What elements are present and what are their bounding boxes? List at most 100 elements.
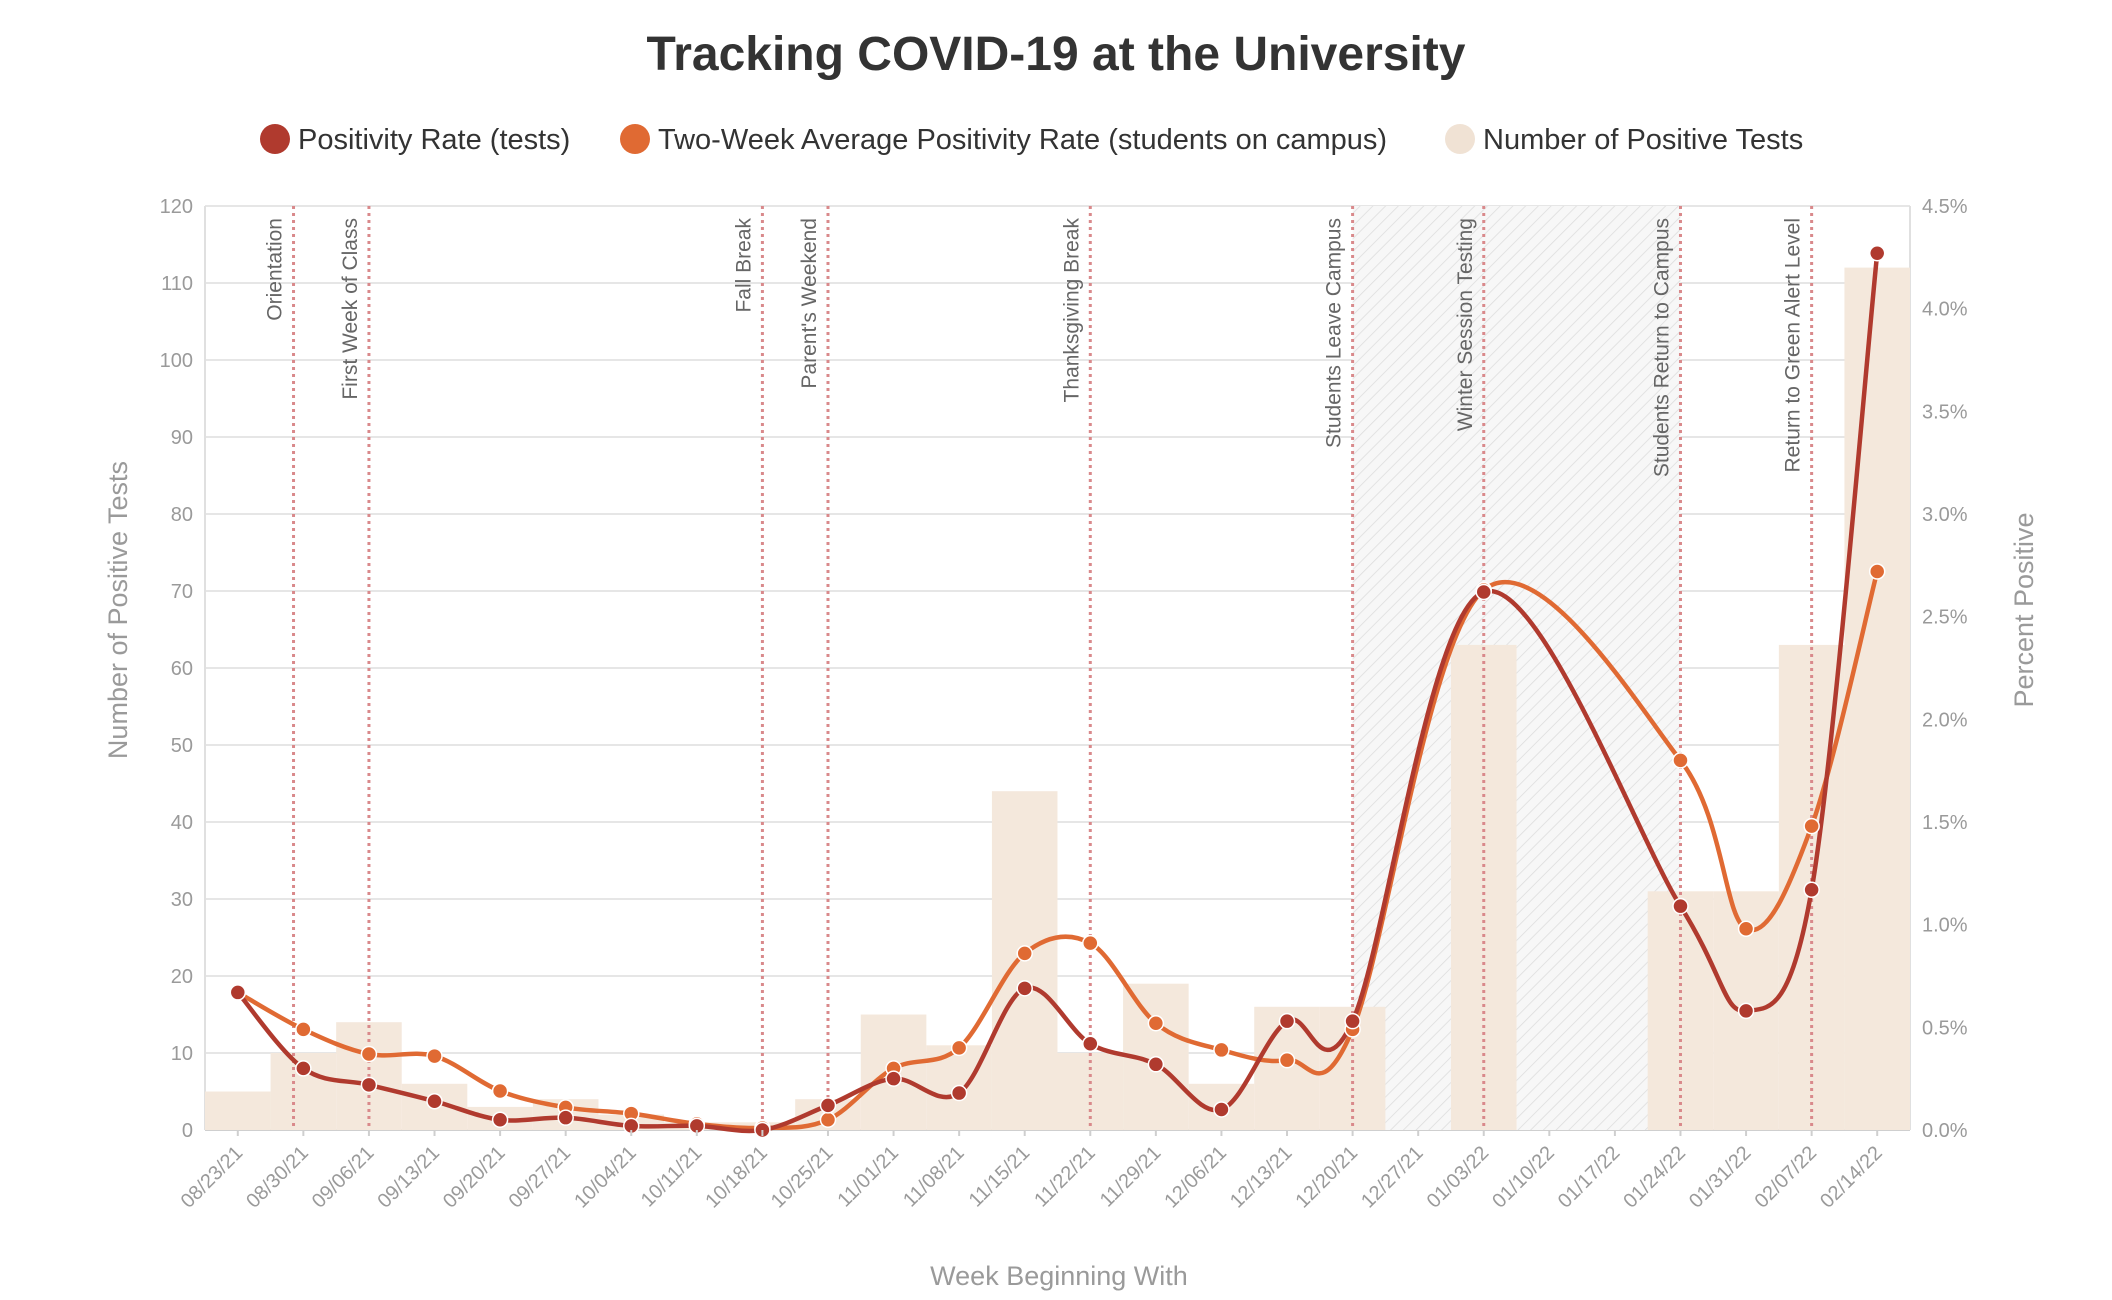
positivity-rate-point bbox=[557, 1109, 574, 1126]
two-week-average-point bbox=[1868, 563, 1886, 580]
positivity-rate-point bbox=[229, 984, 247, 1001]
x-tick-label: 02/14/22 bbox=[1816, 1142, 1887, 1213]
x-tick-label: 10/04/21 bbox=[570, 1142, 641, 1213]
x-tick-label: 12/13/21 bbox=[1226, 1142, 1297, 1213]
x-tick-label: 02/07/22 bbox=[1751, 1142, 1822, 1213]
legend-marker-positivity-rate bbox=[260, 124, 290, 154]
bar bbox=[1844, 267, 1910, 1131]
positivity-rate-point bbox=[1672, 897, 1689, 915]
x-tick-label: 01/24/22 bbox=[1619, 1142, 1690, 1213]
x-tick-label: 11/29/21 bbox=[1096, 1142, 1166, 1212]
x-tick-label: 09/06/21 bbox=[308, 1142, 379, 1213]
y-left-tick-label: 70 bbox=[171, 581, 193, 603]
bar bbox=[205, 1091, 271, 1130]
positivity-rate-point bbox=[1278, 1012, 1296, 1030]
x-tick-label: 09/20/21 bbox=[439, 1142, 510, 1213]
y-axis-left-title: Number of Positive Tests bbox=[103, 461, 133, 759]
x-tick-label: 10/25/21 bbox=[767, 1142, 838, 1213]
x-tick-label: 11/08/21 bbox=[899, 1142, 969, 1212]
x-axis-title: Week Beginning With bbox=[930, 1261, 1188, 1291]
positivity-rate-point bbox=[1213, 1101, 1230, 1118]
legend-marker-positive-tests bbox=[1445, 124, 1475, 154]
two-week-average-point bbox=[1737, 920, 1755, 938]
shaded-period bbox=[1352, 206, 1681, 1130]
y-right-tick-label: 4.5% bbox=[1922, 196, 1968, 218]
positivity-rate-point bbox=[1344, 1012, 1361, 1030]
y-left-tick-label: 60 bbox=[171, 658, 193, 680]
two-week-average-point bbox=[1278, 1051, 1296, 1069]
positivity-rate-point bbox=[491, 1111, 509, 1128]
y-left-tick-label: 110 bbox=[161, 273, 193, 295]
y-left-tick-label: 80 bbox=[171, 504, 193, 526]
legend-label-two-week-average: Two-Week Average Positivity Rate (studen… bbox=[658, 124, 1387, 156]
event-label: First Week of Class bbox=[339, 218, 362, 400]
x-tick-label: 11/15/21 bbox=[965, 1142, 1035, 1212]
two-week-average-point bbox=[1803, 817, 1820, 835]
x-tick-label: 01/31/22 bbox=[1685, 1142, 1756, 1213]
x-tick-label: 08/23/21 bbox=[177, 1142, 248, 1213]
two-week-average-point bbox=[491, 1082, 509, 1100]
positivity-rate-point bbox=[1803, 881, 1820, 899]
y-right-tick-label: 1.0% bbox=[1922, 915, 1968, 937]
positivity-rate-point bbox=[1868, 244, 1886, 262]
two-week-average-point bbox=[819, 1111, 837, 1128]
x-tick-label: 11/22/21 bbox=[1030, 1142, 1100, 1212]
x-axis-ticks: 08/23/2108/30/2109/06/2109/13/2109/20/21… bbox=[177, 1130, 1887, 1213]
event-label: Return to Green Alert Level bbox=[1782, 218, 1805, 472]
legend-label-positivity-rate: Positivity Rate (tests) bbox=[298, 124, 570, 156]
two-week-average-point bbox=[1672, 752, 1689, 769]
y-right-tick-label: 3.5% bbox=[1922, 401, 1968, 423]
positivity-rate-point bbox=[819, 1097, 837, 1114]
positivity-rate-point bbox=[1016, 980, 1033, 997]
x-tick-label: 09/27/21 bbox=[505, 1142, 576, 1213]
y-left-tick-label: 0 bbox=[182, 1120, 193, 1142]
positivity-rate-point bbox=[1082, 1035, 1099, 1053]
y-left-tick-label: 100 bbox=[160, 350, 193, 372]
y-right-tick-label: 0.0% bbox=[1922, 1120, 1968, 1142]
line-points bbox=[229, 244, 1886, 1139]
event-label: Students Leave Campus bbox=[1323, 218, 1346, 448]
positivity-rate-point bbox=[1737, 1002, 1755, 1020]
x-tick-label: 09/13/21 bbox=[373, 1142, 444, 1213]
event-label: Students Return to Campus bbox=[1650, 218, 1673, 477]
event-label: Thanksgiving Break bbox=[1060, 218, 1083, 403]
x-tick-label: 08/30/21 bbox=[242, 1142, 313, 1213]
two-week-average-point bbox=[1213, 1041, 1230, 1059]
two-week-average-point bbox=[950, 1039, 968, 1057]
positivity-rate-point bbox=[885, 1070, 902, 1087]
shaded-period-hatch bbox=[1352, 206, 1681, 1130]
positivity-rate-line bbox=[236, 252, 1880, 1134]
event-label: Fall Break bbox=[732, 218, 755, 313]
x-tick-label: 12/06/21 bbox=[1160, 1142, 1231, 1213]
legend-marker-two-week-average bbox=[620, 124, 650, 154]
x-tick-label: 10/11/21 bbox=[637, 1142, 707, 1212]
y-axis-right-title: Percent Positive bbox=[2009, 512, 2039, 707]
x-tick-label: 10/18/21 bbox=[701, 1142, 772, 1213]
y-left-tick-label: 40 bbox=[171, 812, 193, 834]
y-right-tick-label: 2.5% bbox=[1922, 607, 1968, 629]
legend: Positivity Rate (tests) Two-Week Average… bbox=[260, 124, 1803, 156]
x-tick-label: 01/03/22 bbox=[1423, 1142, 1494, 1213]
x-tick-label: 01/10/22 bbox=[1488, 1142, 1559, 1213]
y-right-tick-label: 1.5% bbox=[1922, 812, 1968, 834]
event-label: Parent's Weekend bbox=[798, 218, 821, 389]
positivity-rate-point bbox=[1475, 583, 1492, 601]
y-left-tick-label: 50 bbox=[171, 735, 193, 757]
y-left-tick-label: 20 bbox=[171, 966, 193, 988]
y-left-tick-label: 120 bbox=[160, 196, 193, 218]
positivity-rate-point bbox=[1147, 1056, 1165, 1073]
y-left-tick-label: 30 bbox=[171, 889, 193, 911]
y-right-tick-label: 3.0% bbox=[1922, 504, 1968, 526]
positivity-rate-point bbox=[360, 1076, 378, 1094]
y-axis-ticks: 0 10 20 30 40 50 60 70 80 90 100 110 120 0.0% 0.5% 1.0%… bbox=[160, 196, 1968, 1142]
y-right-tick-label: 4.0% bbox=[1922, 299, 1968, 321]
two-week-average-point bbox=[360, 1045, 378, 1063]
event-markers: Orientation First Week of Class Fall Break… bbox=[264, 206, 1814, 1130]
x-tick-label: 12/27/21 bbox=[1357, 1142, 1428, 1213]
two-week-average-point bbox=[295, 1021, 312, 1038]
y-right-tick-label: 0.5% bbox=[1922, 1017, 1968, 1039]
positivity-rate-point bbox=[950, 1084, 968, 1102]
two-week-average-point bbox=[1082, 934, 1099, 952]
two-week-average-point bbox=[1147, 1014, 1165, 1032]
